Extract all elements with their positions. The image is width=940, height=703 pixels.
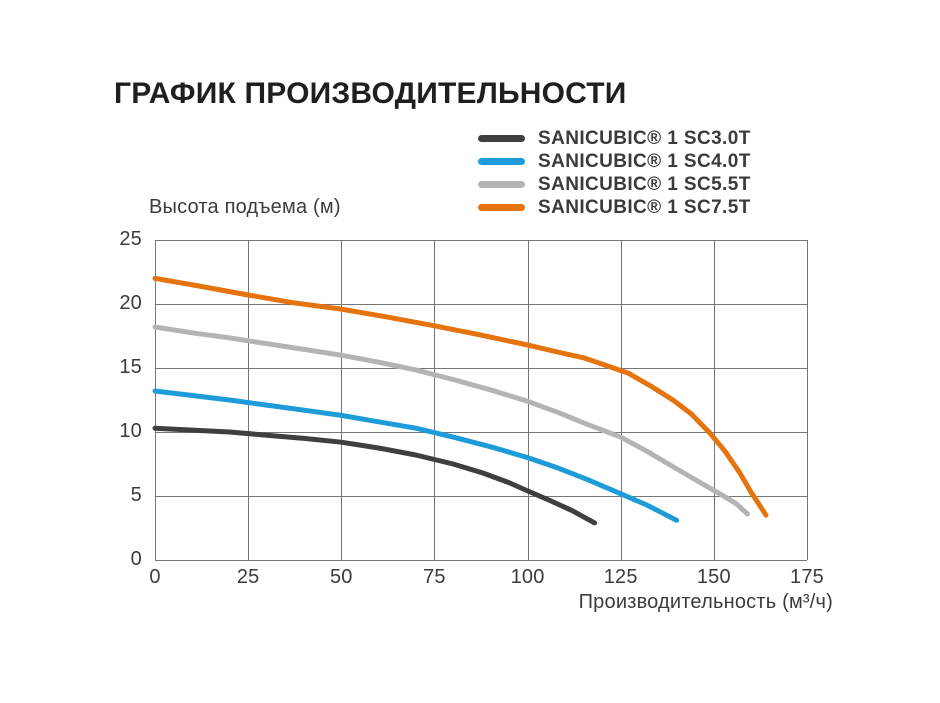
series-line-sc40t <box>152 388 680 523</box>
series-line-sc30t <box>152 425 598 526</box>
legend-swatch-sc30t <box>478 135 525 142</box>
x-tick-label-150: 150 <box>696 566 731 588</box>
series-line-sc75t <box>152 275 769 518</box>
y-tick-label-15: 15 <box>119 356 142 378</box>
legend-label-sc75t: SANICUBIC® 1 SC7.5T <box>538 196 751 218</box>
x-tick-label-125: 125 <box>603 566 638 588</box>
series-line-sc55t <box>152 324 750 517</box>
x-tick-label-25: 25 <box>236 566 260 588</box>
y-axis-title: Высота подъема (м) <box>149 196 341 218</box>
legend-label-sc40t: SANICUBIC® 1 SC4.0T <box>538 150 751 172</box>
legend-swatch-sc75t <box>478 204 525 211</box>
x-tick-label-75: 75 <box>423 566 446 588</box>
x-tick-label-0: 0 <box>149 566 161 588</box>
x-tick-label-50: 50 <box>329 566 353 588</box>
x-tick-label-100: 100 <box>510 566 545 588</box>
legend: SANICUBIC® 1 SC3.0T SANICUBIC® 1 SC4.0T SA… <box>478 127 751 219</box>
legend-item-sc75t: SANICUBIC® 1 SC7.5T <box>478 196 751 219</box>
y-tick-label-10: 10 <box>119 420 142 442</box>
y-tick-label-20: 20 <box>119 292 142 314</box>
legend-item-sc40t: SANICUBIC® 1 SC4.0T <box>478 150 751 173</box>
legend-swatch-sc55t <box>478 181 525 188</box>
y-tick-label-0: 0 <box>130 548 142 570</box>
legend-label-sc55t: SANICUBIC® 1 SC5.5T <box>538 173 751 195</box>
plot-area <box>152 240 808 561</box>
chart-title: ГРАФИК ПРОИЗВОДИТЕЛЬНОСТИ <box>114 77 627 110</box>
legend-item-sc55t: SANICUBIC® 1 SC5.5T <box>478 173 751 196</box>
y-tick-label-25: 25 <box>119 228 142 250</box>
chart-canvas <box>152 240 808 561</box>
legend-label-sc30t: SANICUBIC® 1 SC3.0T <box>538 127 751 149</box>
y-tick-label-5: 5 <box>130 484 142 506</box>
legend-item-sc30t: SANICUBIC® 1 SC3.0T <box>478 127 751 150</box>
x-tick-label-175: 175 <box>790 566 824 588</box>
legend-swatch-sc40t <box>478 158 525 165</box>
x-axis-title: Производительность (м³/ч) <box>578 591 833 613</box>
